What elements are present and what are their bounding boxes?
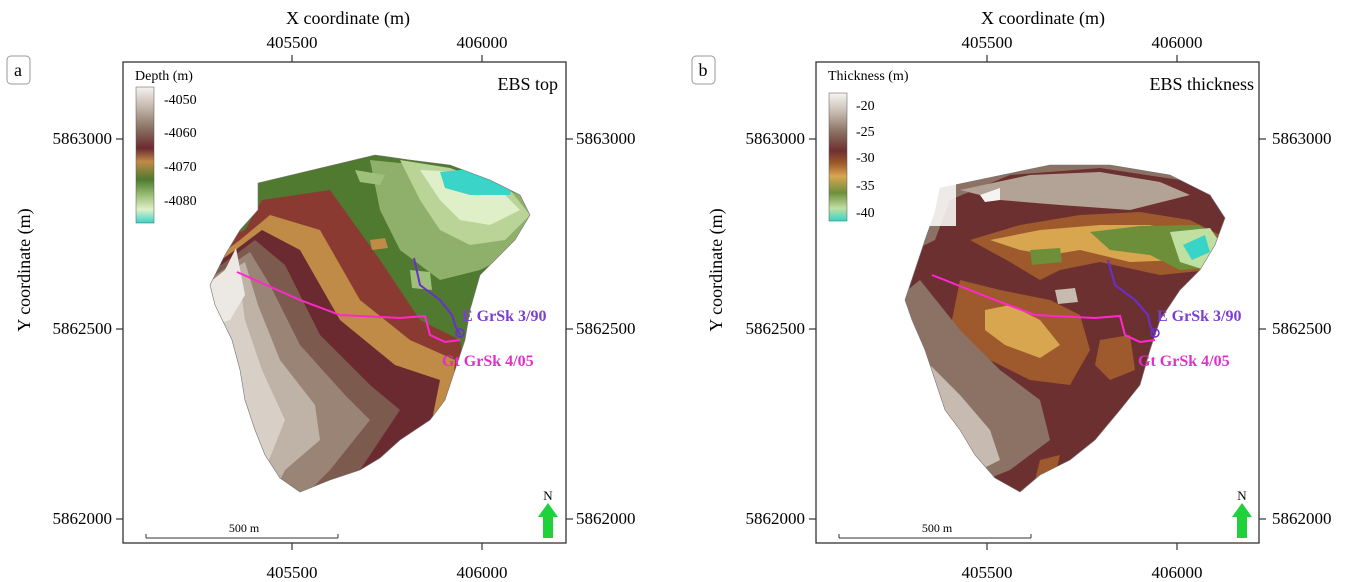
north-arrow-icon (538, 503, 558, 538)
legend-label-3: -4070 (164, 160, 197, 175)
legend-label-1: -4050 (164, 93, 197, 108)
map-corner-label: EBS thickness (1149, 74, 1254, 94)
x-tick-bottom-2: 406000 (1152, 563, 1203, 582)
legend-label-1: -20 (856, 99, 875, 114)
panel-a: X coordinate (m) 405500 406000 a Y coord… (6, 8, 636, 582)
x-tick-top-1: 405500 (267, 33, 318, 52)
y-tick-left-2: 5862500 (53, 319, 113, 338)
x-axis-title-top: X coordinate (m) (286, 8, 410, 29)
north-arrow-icon (1232, 503, 1252, 538)
y-axis-title: Y coordinate (m) (706, 208, 727, 331)
panel-letter-box (6, 55, 31, 85)
x-tick-top-1: 405500 (962, 33, 1013, 52)
wellhead-marker (455, 328, 465, 338)
scale-bar-label: 500 m (229, 521, 260, 535)
frame-ticks (809, 55, 1266, 550)
y-tick-right-2: 5862500 (576, 319, 636, 338)
legend-label-4: -4080 (164, 194, 197, 209)
x-tick-bottom-1: 405500 (267, 563, 318, 582)
y-tick-left-1: 5863000 (746, 129, 806, 148)
x-tick-top-2: 406000 (1152, 33, 1203, 52)
panel-letter: a (14, 60, 22, 80)
north-label: N (1237, 488, 1247, 503)
panel-letter-box (691, 55, 716, 85)
well-label-gt-grsk: Gt GrSk 4/05 (442, 353, 534, 370)
y-tick-left-3: 5862000 (53, 509, 113, 528)
frame-ticks (116, 55, 573, 550)
well-label-gt-grsk: Gt GrSk 4/05 (1138, 353, 1230, 370)
legend-label-2: -25 (856, 125, 875, 140)
y-tick-right-1: 5863000 (1272, 129, 1332, 148)
x-tick-bottom-2: 406000 (457, 563, 508, 582)
legend-label-5: -40 (856, 206, 875, 221)
legend-colorbar (135, 86, 155, 224)
map-corner-label: EBS top (497, 74, 558, 94)
well-track-gt-grsk (931, 274, 1156, 344)
well-track-gt-grsk (236, 271, 461, 344)
survey-outline (904, 164, 1226, 493)
y-tick-right-3: 5862000 (1272, 509, 1332, 528)
y-tick-left-2: 5862500 (746, 319, 806, 338)
panel-letter: b (699, 60, 708, 80)
scale-bar-label: 500 m (922, 521, 953, 535)
x-axis-title-top: X coordinate (m) (981, 8, 1105, 29)
legend-label-3: -30 (856, 151, 875, 166)
y-tick-left-1: 5863000 (53, 129, 113, 148)
y-tick-right-1: 5863000 (576, 129, 636, 148)
y-axis-title: Y coordinate (m) (14, 208, 35, 331)
well-track-e-grsk (413, 257, 461, 336)
legend-title: Thickness (m) (828, 69, 909, 84)
well-track-e-grsk (1107, 259, 1156, 336)
x-tick-top-2: 406000 (457, 33, 508, 52)
legend-title: Depth (m) (135, 69, 193, 84)
well-label-e-grsk: E GrSk 3/90 (1157, 308, 1241, 325)
y-tick-right-3: 5862000 (576, 509, 636, 528)
legend-label-2: -4060 (164, 126, 197, 141)
well-label-e-grsk: E GrSk 3/90 (462, 308, 546, 325)
wellhead-marker (1150, 328, 1160, 338)
y-tick-right-2: 5862500 (1272, 319, 1332, 338)
x-tick-bottom-1: 405500 (962, 563, 1013, 582)
legend-label-4: -35 (856, 179, 875, 194)
legend-colorbar (828, 92, 848, 222)
survey-outline (209, 154, 531, 493)
panel-b: X coordinate (m) 405500 406000 b Y coord… (691, 8, 1332, 582)
north-label: N (543, 488, 553, 503)
y-tick-left-3: 5862000 (746, 509, 806, 528)
